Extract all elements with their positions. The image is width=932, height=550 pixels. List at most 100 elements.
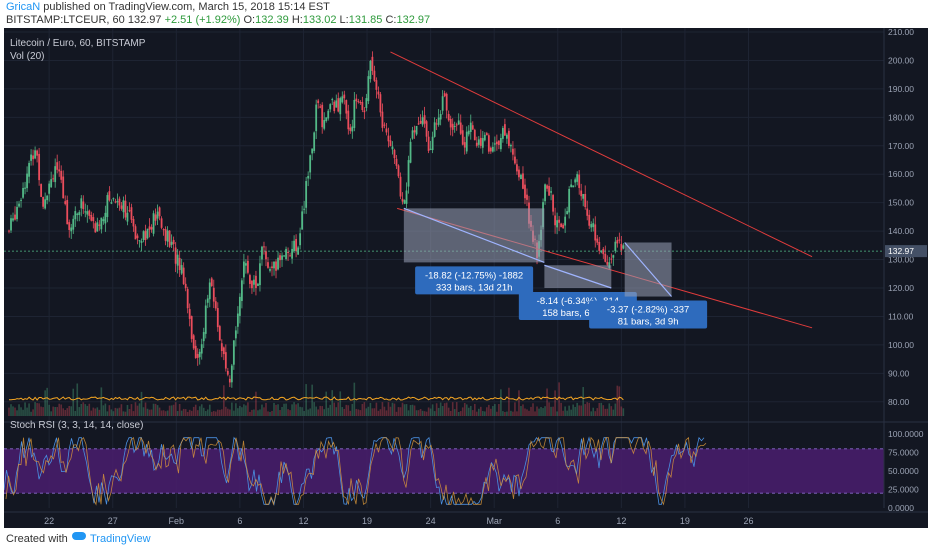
volume-bar	[385, 410, 388, 416]
tradingview-cloud-icon	[72, 532, 86, 540]
volume-bar	[540, 407, 542, 416]
volume-bar	[245, 405, 247, 416]
candle-body	[487, 135, 490, 152]
volume-bar	[486, 407, 488, 416]
candle-body	[383, 124, 386, 126]
footer-brand[interactable]: TradingView	[90, 533, 151, 545]
time-tick-label: 22	[44, 516, 54, 526]
volume-bar	[574, 406, 576, 416]
volume-bar	[409, 405, 412, 416]
candle-body	[130, 207, 133, 220]
author-link[interactable]: GricaN	[6, 1, 41, 13]
volume-bar	[391, 402, 394, 416]
stoch-rsi-pane	[3, 436, 884, 506]
volume-bar	[186, 411, 189, 416]
volume-bar	[261, 404, 263, 416]
volume-bar	[524, 408, 526, 416]
volume-bar	[544, 406, 546, 416]
volume-bar	[455, 402, 458, 416]
volume-bar	[14, 407, 16, 416]
volume-bar	[150, 409, 153, 416]
chart-area[interactable]: -18.82 (-12.75%) -1882 333 bars, 13d 21h -…	[3, 27, 928, 528]
volume-bar	[32, 409, 34, 416]
candle-body	[279, 255, 281, 261]
candle-body	[501, 127, 504, 139]
volume-bar	[233, 410, 235, 416]
volume-bar	[387, 402, 390, 416]
volume-ma-line	[8, 396, 624, 401]
candle-body	[602, 248, 605, 255]
candle-body	[76, 213, 79, 216]
volume-bar	[102, 405, 105, 416]
volume-bar	[72, 388, 75, 416]
candle-body	[445, 93, 448, 111]
volume-bar	[50, 411, 52, 416]
candle-body	[128, 210, 131, 212]
volume-bar	[221, 409, 223, 416]
candle-body	[620, 243, 623, 251]
candle-body	[407, 160, 410, 187]
volume-bar	[231, 402, 233, 416]
price-axis: 80.00 90.00 100.00 110.00 120.00 130.00 140.00…	[4, 27, 928, 526]
volume-bar	[345, 404, 348, 416]
volume-bar	[369, 402, 372, 416]
volume-bar	[140, 391, 143, 416]
volume-bar	[582, 387, 584, 416]
time-tick-label: 26	[743, 516, 753, 526]
candle-body	[317, 100, 320, 104]
volume-bar	[235, 403, 237, 416]
candle-body	[566, 211, 569, 215]
candle-body	[112, 198, 115, 200]
low-label: L:	[339, 14, 349, 26]
volume-bar	[556, 411, 558, 416]
candle-body	[497, 140, 500, 145]
time-tick-label: 24	[426, 516, 436, 526]
candle-body	[243, 261, 245, 278]
volume-bar	[405, 404, 408, 416]
volume-bars	[8, 382, 625, 416]
volume-bar	[379, 409, 382, 416]
volume-bar	[287, 409, 289, 416]
volume-bar	[301, 407, 303, 416]
candle-body	[413, 130, 416, 133]
volume-bar	[337, 402, 340, 416]
volume-bar	[401, 402, 404, 416]
volume-bar	[433, 411, 436, 416]
candle-body	[405, 190, 408, 204]
candle-body	[321, 104, 324, 128]
volume-bar	[331, 390, 334, 416]
volume-bar	[86, 405, 89, 416]
volume-bar	[281, 406, 283, 416]
chart-title: Litecoin / Euro, 60, BITSTAMP	[10, 38, 146, 49]
candle-body	[544, 184, 546, 202]
volume-bar	[46, 387, 48, 416]
volume-bar	[498, 403, 500, 416]
volume-bar	[339, 391, 342, 416]
volume-bar	[622, 408, 625, 416]
volume-bar	[192, 406, 195, 416]
candle-body	[64, 201, 67, 204]
candle-body	[307, 176, 310, 179]
candle-body	[361, 102, 364, 110]
candle-body	[526, 194, 528, 200]
candle-body	[228, 378, 231, 383]
candle-body	[584, 193, 587, 207]
candle-body	[291, 248, 293, 259]
time-tick-label: 6	[237, 516, 242, 526]
candle-body	[58, 169, 61, 172]
candle-body	[596, 238, 599, 243]
candle-body	[32, 155, 34, 160]
candle-body	[574, 179, 577, 183]
candle-body	[245, 263, 247, 266]
volume-bar	[188, 409, 191, 416]
candle-body	[122, 200, 125, 213]
volume-bar	[333, 402, 336, 416]
volume-bar	[116, 408, 119, 416]
candle-body	[38, 153, 41, 181]
last-price-tag-label: 132.97	[888, 246, 914, 256]
volume-bar	[415, 410, 418, 416]
volume-bar	[257, 410, 259, 416]
candle-body	[158, 207, 161, 217]
